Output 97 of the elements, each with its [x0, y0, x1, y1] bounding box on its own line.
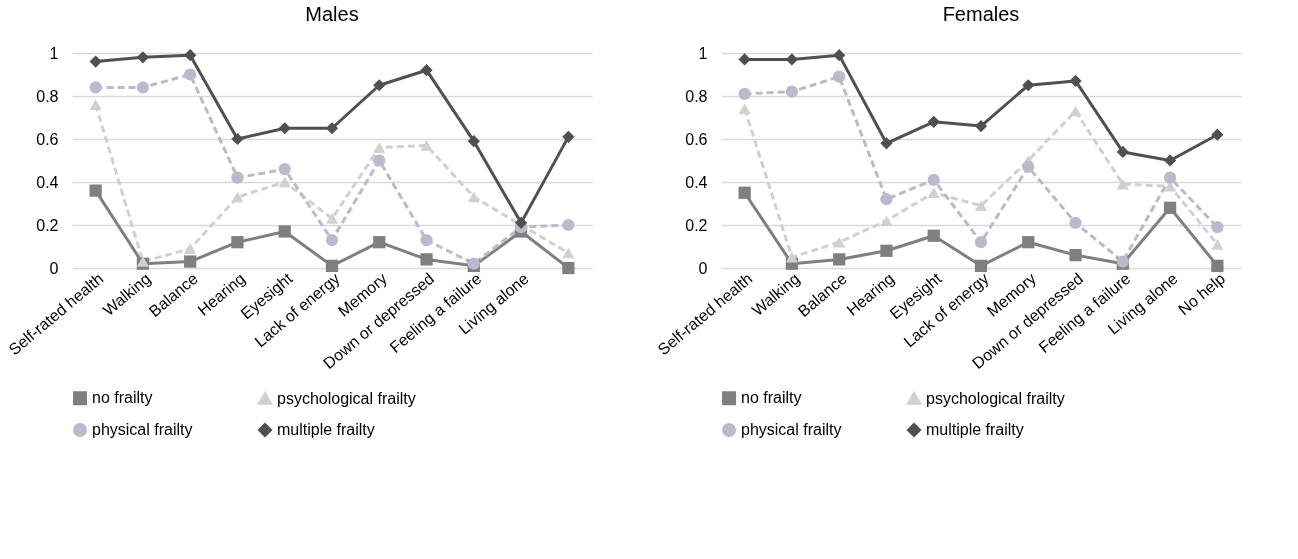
point [833, 49, 846, 62]
point [1116, 178, 1129, 190]
point [738, 87, 751, 100]
legend-label: physical frailty [92, 421, 193, 438]
point [974, 119, 988, 133]
point [231, 236, 244, 249]
y-tick-label: 0.2 [685, 216, 708, 234]
point [231, 191, 244, 203]
legend-label: multiple frailty [926, 421, 1024, 438]
point [974, 200, 988, 211]
point [1211, 128, 1224, 141]
point [833, 236, 846, 248]
point [420, 253, 433, 266]
y-tick-label: 0.8 [685, 87, 708, 105]
point [467, 135, 480, 148]
point [325, 259, 339, 272]
point [562, 247, 575, 259]
point [738, 103, 751, 115]
point [278, 122, 291, 135]
point [1163, 201, 1177, 214]
point [1069, 74, 1082, 88]
point [880, 193, 893, 206]
point [562, 261, 575, 275]
point [373, 154, 386, 167]
point [562, 218, 575, 232]
legend-label: no frailty [92, 389, 153, 407]
chart-title: Females [942, 3, 1020, 25]
legend-label: multiple frailty [277, 421, 375, 438]
point [1163, 154, 1177, 167]
point [278, 162, 291, 176]
point [974, 236, 988, 249]
point [89, 55, 102, 68]
point [184, 255, 197, 268]
point [373, 142, 386, 153]
point [325, 122, 339, 135]
point [1211, 221, 1224, 234]
point [373, 236, 386, 249]
point [278, 176, 291, 188]
point [927, 173, 940, 186]
point [738, 53, 751, 66]
point [738, 186, 751, 199]
point [231, 132, 244, 146]
legend-label: no frailty [741, 389, 802, 407]
point [785, 53, 799, 66]
point [1022, 79, 1035, 92]
point [833, 70, 846, 83]
y-tick-label: 0 [49, 259, 59, 277]
point [136, 81, 150, 94]
point [1069, 216, 1082, 229]
point [1116, 145, 1129, 159]
point [420, 233, 433, 247]
y-tick-label: 0 [698, 259, 708, 277]
point [880, 137, 893, 150]
point [89, 81, 102, 94]
point [927, 187, 940, 199]
point [1163, 171, 1177, 184]
point [1211, 239, 1224, 250]
point [420, 64, 433, 77]
legend-label: psychological frailty [277, 389, 416, 407]
point [1211, 259, 1224, 272]
point [1022, 160, 1035, 174]
point [184, 243, 197, 254]
point [184, 49, 197, 62]
y-tick-label: 0.6 [685, 130, 708, 148]
y-tick-label: 1 [698, 44, 708, 62]
chart-title: Males [305, 3, 359, 25]
y-tick-label: 0.4 [36, 173, 59, 191]
legend-label: physical frailty [741, 421, 842, 438]
point [974, 259, 988, 272]
y-tick-label: 1 [49, 44, 59, 62]
point [1163, 181, 1177, 192]
point [1069, 248, 1082, 262]
point [325, 213, 339, 224]
point [89, 99, 102, 110]
point [927, 115, 940, 128]
point [785, 85, 799, 98]
point [420, 140, 433, 151]
point [927, 229, 940, 242]
point [325, 233, 339, 247]
point [231, 171, 244, 184]
y-tick-label: 0.4 [685, 173, 708, 191]
point [278, 225, 291, 238]
y-tick-label: 0.2 [36, 216, 59, 234]
point [833, 253, 846, 266]
point [562, 130, 575, 143]
point [880, 215, 893, 226]
legend-label: psychological frailty [926, 389, 1065, 407]
y-tick-label: 0.8 [36, 87, 59, 105]
point [467, 191, 480, 203]
point [880, 244, 893, 257]
y-tick-label: 0.6 [36, 130, 59, 148]
point [136, 51, 150, 64]
point [1022, 236, 1035, 249]
point [785, 251, 799, 263]
point [89, 184, 102, 197]
point [184, 68, 197, 81]
point [373, 79, 386, 92]
